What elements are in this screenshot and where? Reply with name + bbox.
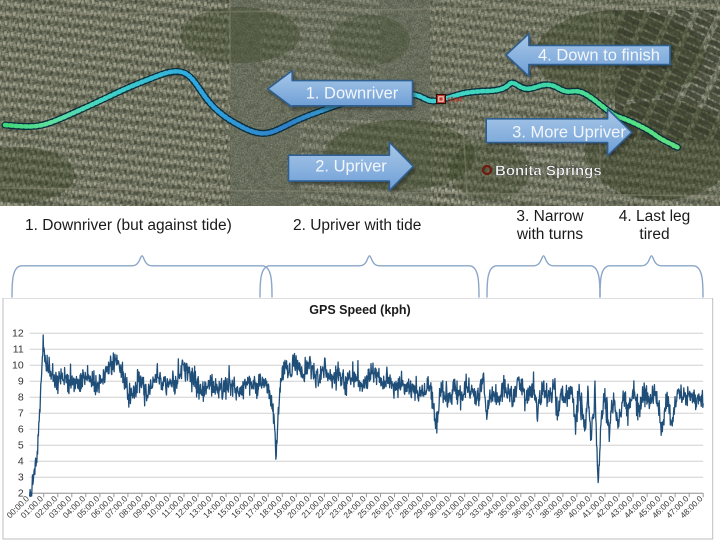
svg-text:6: 6	[18, 424, 24, 436]
svg-text:5: 5	[18, 440, 24, 452]
svg-text:start: start	[447, 97, 463, 104]
svg-text:Bonita Springs: Bonita Springs	[495, 163, 602, 180]
svg-text:2. Upriver: 2. Upriver	[315, 158, 387, 176]
svg-text:12: 12	[12, 328, 24, 340]
svg-text:10: 10	[12, 360, 24, 372]
svg-text:GPS Speed (kph): GPS Speed (kph)	[309, 303, 410, 317]
svg-text:3: 3	[18, 472, 24, 484]
svg-text:7: 7	[18, 408, 24, 420]
svg-text:1. Downriver: 1. Downriver	[306, 85, 399, 103]
svg-text:11: 11	[13, 344, 24, 356]
svg-text:8: 8	[18, 392, 24, 404]
svg-text:3. More Upriver: 3. More Upriver	[512, 124, 626, 142]
svg-text:9: 9	[18, 376, 24, 388]
svg-text:4: 4	[18, 456, 24, 468]
svg-text:4. Down to finish: 4. Down to finish	[538, 47, 660, 65]
